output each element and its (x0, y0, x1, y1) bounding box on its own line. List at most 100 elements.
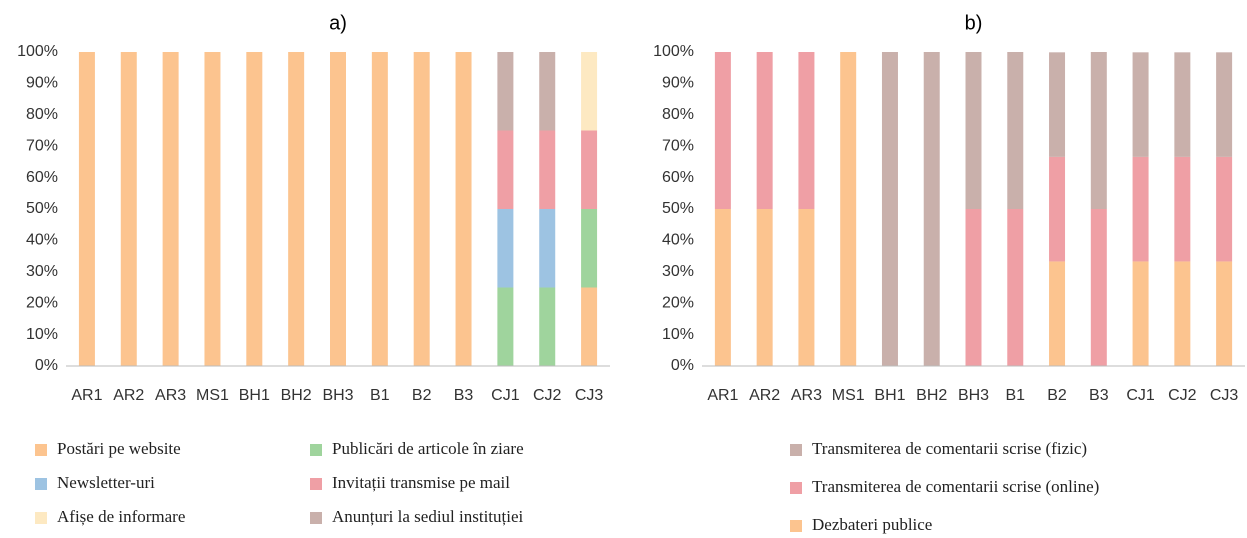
bar-segment (413, 52, 430, 366)
legend-swatch (35, 512, 47, 524)
y-tick-label: 90% (26, 75, 58, 92)
bar-segment (497, 287, 514, 366)
legend-label: Anunțuri la sediul instituției (332, 507, 524, 526)
x-tick-label: CJ1 (1126, 387, 1155, 404)
legend-label: Publicări de articole în ziare (332, 439, 524, 458)
bar-segment (798, 52, 815, 209)
y-tick-label: 90% (662, 75, 694, 92)
legend-label: Transmiterea de comentarii scrise (onlin… (812, 477, 1099, 496)
chart-title: b) (965, 12, 983, 34)
x-tick-label: AR3 (155, 387, 186, 404)
x-tick-label: CJ3 (1210, 387, 1239, 404)
legend-label: Postări pe website (57, 439, 181, 458)
y-tick-label: 0% (671, 357, 694, 374)
y-tick-label: 40% (26, 232, 58, 249)
x-tick-label: MS1 (832, 387, 865, 404)
bar-segment (539, 52, 556, 131)
y-tick-label: 60% (662, 169, 694, 186)
bar-segment (1132, 261, 1149, 366)
x-tick-label: B3 (1089, 387, 1109, 404)
y-tick-label: 50% (662, 200, 694, 217)
bar-segment (1216, 52, 1233, 157)
bar-segment (581, 130, 598, 209)
bar-segment (1007, 52, 1024, 209)
bar-segment (714, 209, 731, 366)
bar-segment (756, 209, 773, 366)
x-tick-label: B1 (370, 387, 390, 404)
legend-swatch (35, 444, 47, 456)
y-tick-label: 80% (662, 106, 694, 123)
x-tick-label: BH3 (958, 387, 989, 404)
x-tick-label: CJ2 (533, 387, 562, 404)
y-tick-label: 40% (662, 232, 694, 249)
bar-segment (840, 52, 857, 366)
y-tick-label: 20% (26, 294, 58, 311)
bar-segment (497, 52, 514, 131)
x-tick-label: AR1 (707, 387, 738, 404)
y-tick-label: 10% (26, 326, 58, 343)
x-tick-label: B2 (412, 387, 432, 404)
x-tick-label: CJ1 (491, 387, 520, 404)
x-tick-label: MS1 (196, 387, 229, 404)
y-tick-label: 50% (26, 200, 58, 217)
bar-segment (1174, 156, 1191, 262)
bar-segment (581, 209, 598, 288)
y-tick-label: 60% (26, 169, 58, 186)
bar-segment (371, 52, 388, 366)
legend-swatch (35, 478, 47, 490)
bar-segment (1049, 52, 1066, 157)
y-tick-label: 0% (35, 357, 58, 374)
legend-label: Newsletter-uri (57, 473, 155, 492)
legend-swatch (310, 512, 322, 524)
bar-segment (120, 52, 137, 366)
bar-segment (1216, 156, 1233, 262)
bar-segment (1132, 52, 1149, 157)
x-tick-label: BH3 (322, 387, 353, 404)
y-tick-label: 80% (26, 106, 58, 123)
bar-segment (1132, 156, 1149, 262)
bar-segment (1216, 261, 1233, 366)
bar-segment (539, 287, 556, 366)
x-tick-label: BH2 (916, 387, 947, 404)
bar-segment (204, 52, 221, 366)
bar-segment (1049, 156, 1066, 262)
x-tick-label: BH2 (281, 387, 312, 404)
bar-segment (1049, 261, 1066, 366)
x-tick-label: AR3 (791, 387, 822, 404)
x-tick-label: CJ3 (575, 387, 604, 404)
legend-label: Invitații transmise pe mail (332, 473, 510, 492)
x-tick-label: B2 (1047, 387, 1067, 404)
y-tick-label: 100% (653, 43, 694, 60)
bar-segment (1007, 209, 1024, 366)
bar-segment (1090, 52, 1107, 209)
bar-segment (539, 209, 556, 288)
bar-segment (78, 52, 95, 366)
x-tick-label: BH1 (239, 387, 270, 404)
bar-segment (881, 52, 898, 366)
y-tick-label: 30% (26, 263, 58, 280)
x-tick-label: B1 (1005, 387, 1025, 404)
x-tick-label: AR2 (113, 387, 144, 404)
bar-segment (581, 52, 598, 131)
bar-segment (1090, 209, 1107, 366)
bar-segment (162, 52, 179, 366)
bar-segment (539, 130, 556, 209)
x-tick-label: BH1 (874, 387, 905, 404)
bar-segment (455, 52, 472, 366)
legend-swatch (790, 482, 802, 494)
legend-swatch (310, 444, 322, 456)
legend-label: Transmiterea de comentarii scrise (fizic… (812, 439, 1087, 458)
bar-segment (1174, 261, 1191, 366)
bar-segment (246, 52, 263, 366)
legend-label: Afișe de informare (57, 507, 185, 526)
bar-segment (288, 52, 305, 366)
legend-swatch (790, 444, 802, 456)
bar-segment (1174, 52, 1191, 157)
bar-segment (497, 130, 514, 209)
y-tick-label: 70% (26, 137, 58, 154)
y-tick-label: 20% (662, 294, 694, 311)
bar-segment (965, 52, 982, 209)
legend-label: Dezbateri publice (812, 515, 932, 534)
bar-segment (497, 209, 514, 288)
